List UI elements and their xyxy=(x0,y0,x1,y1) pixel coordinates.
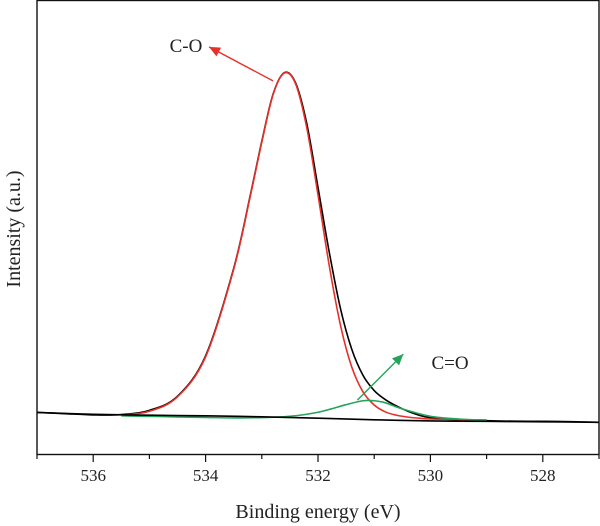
series-layer xyxy=(36,71,600,424)
annotation-arrowhead-c-o xyxy=(209,46,222,57)
annotation-layer: C-O C=O xyxy=(170,36,469,401)
annotation-arrowhead-c-eq-o xyxy=(392,354,404,366)
x-axis-label: Binding energy (eV) xyxy=(235,501,400,523)
plot-frame xyxy=(36,0,600,456)
annotation-label-c-eq-o: C=O xyxy=(431,353,468,374)
series-line-background xyxy=(36,411,600,424)
x-tick-label: 536 xyxy=(80,466,106,485)
x-tick-label: 530 xyxy=(418,466,444,485)
x-tick-label: 528 xyxy=(530,466,556,485)
annotation-label-c-o: C-O xyxy=(170,36,203,57)
series-line-c-eq-o xyxy=(121,399,487,421)
annotation-arrow-c-o xyxy=(208,46,274,82)
y-axis-label: Intensity (a.u.) xyxy=(3,170,25,287)
x-axis: 536 534 532 530 528 xyxy=(36,455,600,485)
series-line-total xyxy=(36,71,600,424)
series-line-c-o xyxy=(121,71,487,421)
x-tick-label: 532 xyxy=(305,466,331,485)
x-tick-label: 534 xyxy=(193,466,219,485)
